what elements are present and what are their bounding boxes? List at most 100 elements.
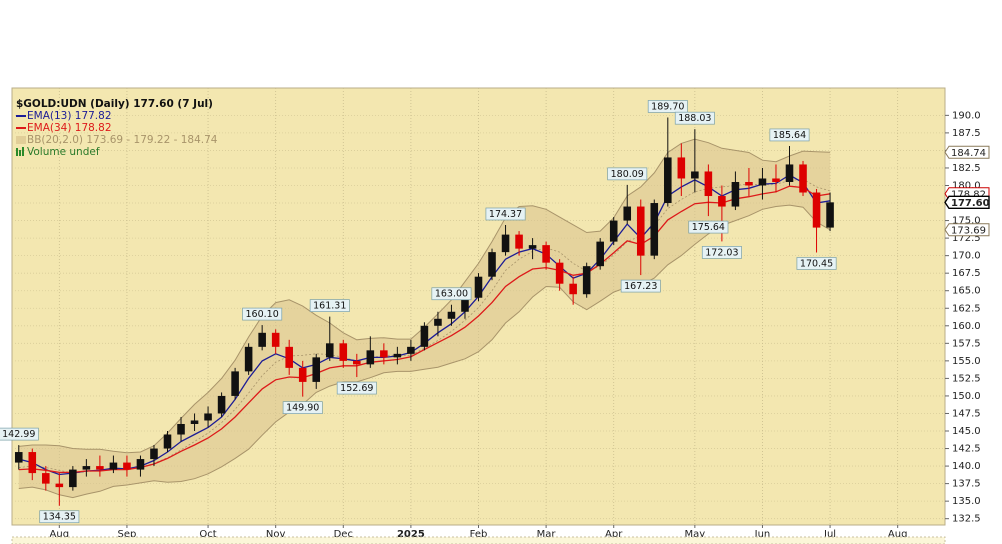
candle-body — [96, 466, 104, 470]
candle-body — [123, 462, 131, 470]
annotation-box — [647, 100, 688, 113]
x-tick-label: Mar — [537, 529, 557, 540]
candle-body — [758, 178, 767, 186]
legend-swatch — [22, 147, 24, 156]
price-tag-box — [944, 195, 990, 210]
candle-body — [650, 203, 659, 256]
x-tick-label: May — [685, 529, 706, 540]
annotation-box — [39, 510, 80, 524]
annotation-label: 142.99 — [2, 429, 35, 440]
candle-body — [42, 473, 50, 484]
y-tick-label: 147.5 — [952, 408, 981, 419]
chart-title: $GOLD:UDN (Daily) 177.60 (7 Jul) — [16, 98, 213, 110]
candle-body — [190, 420, 199, 424]
candle-body — [434, 318, 442, 326]
annotation-label: 170.45 — [800, 258, 833, 269]
annotation-label: 160.10 — [246, 309, 279, 320]
candle-body — [325, 343, 334, 358]
candle-body — [731, 181, 740, 207]
y-tick-label: 160.0 — [952, 321, 981, 332]
candle-body — [826, 202, 834, 228]
legend-swatch — [16, 148, 18, 156]
annotation-box — [242, 307, 283, 321]
legend-entry: BB(20,2.0) 173.69 - 179.22 - 184.74 — [27, 134, 218, 146]
annotation-box — [309, 299, 350, 312]
annotation-box — [282, 401, 323, 414]
axes: 132.5 135.0 137.5 140.0 142.5 145.0 147.5 150.0… — [50, 110, 981, 540]
annotation-label: 189.70 — [651, 101, 684, 112]
candle-body — [664, 157, 672, 204]
annotation-label: 167.23 — [624, 281, 657, 292]
y-tick-label: 150.0 — [952, 391, 981, 402]
x-tick-label: Oct — [199, 529, 216, 540]
x-tick-label: Aug — [888, 529, 908, 540]
candle-body — [623, 206, 632, 221]
candle-body — [14, 452, 23, 463]
candle-body — [109, 462, 118, 470]
legend-entry: EMA(13) 177.82 — [27, 110, 112, 122]
price-tag-label: 178.82 — [951, 189, 986, 200]
candle-body — [353, 360, 361, 365]
annotation-label: 175.64 — [692, 222, 725, 233]
annotation-label: 134.35 — [43, 512, 76, 523]
candle-body — [677, 157, 686, 179]
x-tick-label: Apr — [605, 529, 623, 540]
candle-body — [380, 350, 388, 358]
y-tick-label: 135.0 — [952, 496, 981, 507]
candle-body — [704, 171, 713, 197]
candle-body — [812, 192, 821, 228]
y-tick-label: 165.0 — [952, 286, 981, 297]
candle-body — [447, 311, 456, 319]
annotation-box — [796, 257, 837, 270]
candle-body — [217, 395, 226, 414]
annotation-box — [431, 287, 472, 301]
candle-body — [799, 164, 807, 193]
candle-body — [772, 178, 780, 182]
y-tick-label: 132.5 — [952, 514, 981, 525]
candle-body — [501, 234, 510, 253]
x-tick-label: Sep — [118, 529, 137, 540]
y-tick-label: 140.0 — [952, 461, 981, 472]
annotation-box — [336, 381, 377, 395]
candle-body — [596, 241, 604, 267]
candle-body — [569, 283, 577, 295]
price-tag-box — [944, 223, 990, 237]
x-tick-label: Nov — [266, 529, 286, 540]
price-tag-box — [944, 145, 990, 159]
candle-body — [177, 423, 185, 435]
bottom-panel — [11, 536, 946, 544]
y-tick-label: 137.5 — [952, 479, 981, 490]
candle-body — [366, 350, 375, 365]
legend-swatch — [16, 136, 26, 144]
y-tick-label: 182.5 — [952, 163, 981, 174]
candle-body — [393, 353, 402, 358]
candle-body — [271, 332, 280, 347]
candle-body — [312, 357, 321, 382]
price-tag-label: 184.74 — [951, 148, 986, 159]
candle-body — [555, 262, 564, 284]
price-tag-label: 177.60 — [951, 198, 990, 209]
annotation-box — [674, 111, 715, 125]
candle-body — [163, 434, 172, 449]
annotation-label: 180.09 — [611, 169, 644, 180]
annotation-label: 163.00 — [435, 289, 468, 300]
candle-body — [407, 346, 415, 354]
legend: $GOLD:UDN (Daily) 177.60 (7 Jul) EMA(13)… — [16, 98, 218, 158]
annotation-box — [688, 220, 729, 234]
candle-body — [636, 206, 645, 256]
y-tick-label: 187.5 — [952, 128, 981, 139]
candle-body — [785, 164, 794, 182]
annotation-label: 172.03 — [705, 247, 738, 258]
candle-body — [204, 413, 212, 421]
candle-body — [285, 346, 293, 368]
annotation-box — [607, 167, 648, 181]
legend-swatch — [19, 150, 21, 156]
annotation-box — [701, 246, 742, 259]
y-tick-label: 155.0 — [952, 356, 981, 367]
annotation-label: 188.03 — [678, 113, 711, 124]
candle-body — [150, 448, 158, 460]
candle-body — [420, 325, 429, 347]
y-tick-label: 170.0 — [952, 251, 981, 262]
y-tick-label: 142.5 — [952, 444, 981, 455]
